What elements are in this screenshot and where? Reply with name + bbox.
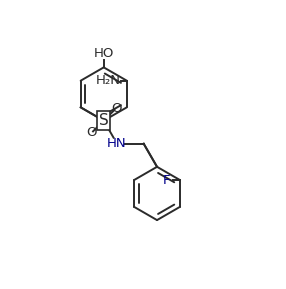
Text: O: O: [86, 127, 97, 140]
Text: H₂N: H₂N: [96, 74, 121, 87]
Text: F: F: [163, 174, 170, 187]
Text: S: S: [99, 113, 109, 128]
Text: HN: HN: [107, 137, 127, 150]
Text: O: O: [111, 102, 121, 115]
Text: HO: HO: [94, 47, 114, 60]
